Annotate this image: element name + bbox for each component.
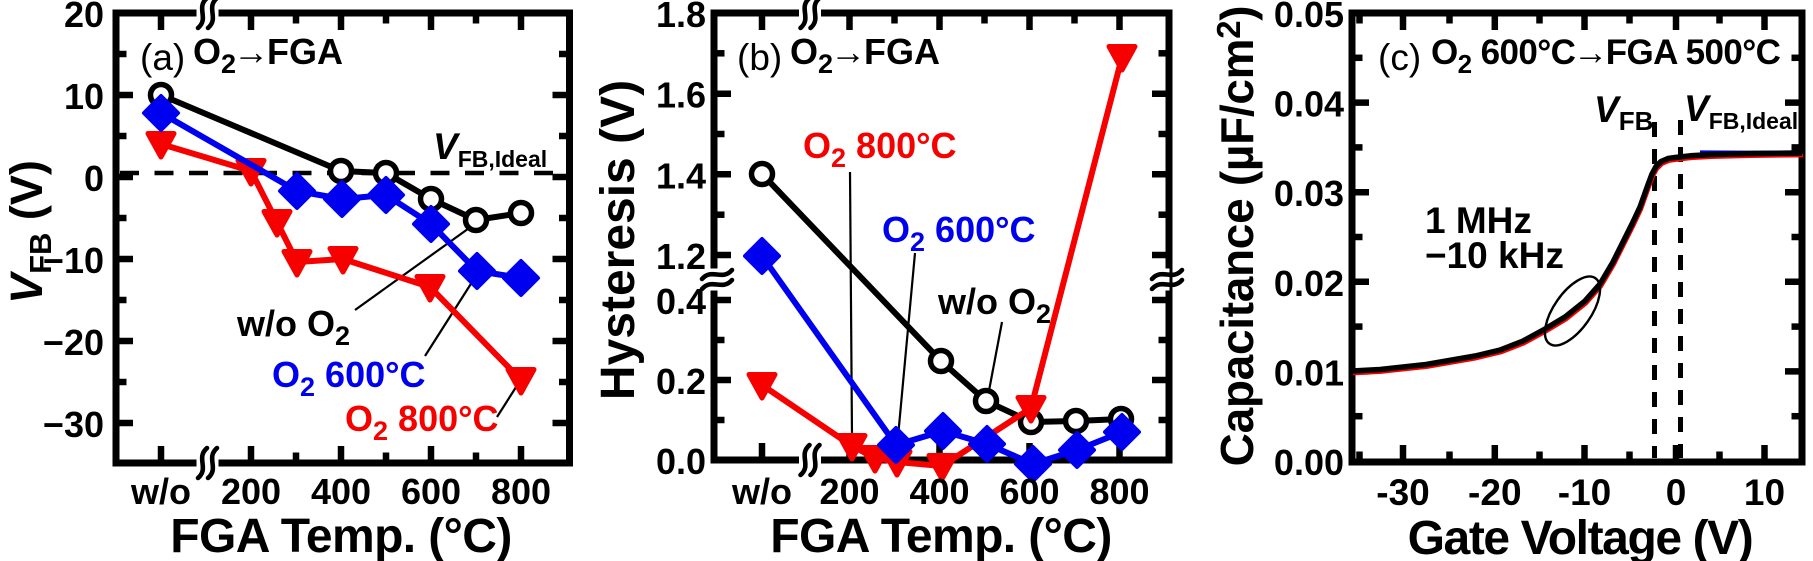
svg-text:Gate Voltage (V): Gate Voltage (V)	[1408, 512, 1753, 561]
svg-text:w/o O2: w/o O2	[937, 281, 1051, 329]
svg-text:800: 800	[491, 471, 551, 512]
svg-text:0.05: 0.05	[1274, 0, 1344, 35]
svg-text:O2 800°C: O2 800°C	[803, 125, 957, 173]
svg-text:O2 600°C: O2 600°C	[272, 354, 426, 402]
svg-text:Hysteresis (V): Hysteresis (V)	[592, 80, 645, 400]
svg-text:(a): (a)	[140, 37, 185, 78]
svg-text:O2 800°C: O2 800°C	[345, 398, 499, 446]
svg-text:−20: −20	[43, 322, 104, 363]
svg-text:600: 600	[999, 471, 1059, 512]
svg-text:1.8: 1.8	[656, 0, 706, 35]
svg-text:10: 10	[1744, 472, 1785, 513]
svg-text:O2→FGA: O2→FGA	[193, 31, 343, 79]
svg-text:600: 600	[401, 471, 461, 512]
svg-text:(b): (b)	[737, 37, 782, 78]
svg-text:400: 400	[311, 471, 371, 512]
svg-text:O2→FGA: O2→FGA	[790, 31, 940, 79]
svg-text:-10: -10	[1558, 472, 1611, 513]
svg-text:O2 600°C→FGA 500°C: O2 600°C→FGA 500°C	[1431, 33, 1781, 79]
svg-text:(c): (c)	[1378, 37, 1421, 78]
svg-text:0: 0	[84, 158, 104, 199]
svg-text:FGA Temp. (°C): FGA Temp. (°C)	[170, 510, 511, 561]
svg-text:−10 kHz: −10 kHz	[1425, 235, 1564, 276]
svg-text:FGA Temp. (°C): FGA Temp. (°C)	[770, 510, 1111, 561]
svg-text:VFB (V): VFB (V)	[1, 160, 58, 304]
svg-text:VFB,Ideal: VFB,Ideal	[1684, 88, 1798, 134]
svg-text:200: 200	[819, 471, 879, 512]
svg-text:-30: -30	[1376, 472, 1429, 513]
svg-text:800: 800	[1089, 471, 1149, 512]
svg-text:400: 400	[909, 471, 969, 512]
svg-text:w/o O2: w/o O2	[236, 303, 350, 351]
svg-text:0.04: 0.04	[1274, 84, 1344, 125]
svg-text:1.2: 1.2	[656, 236, 706, 277]
svg-text:0: 0	[1666, 472, 1687, 513]
svg-text:VFB,Ideal: VFB,Ideal	[433, 126, 547, 172]
svg-text:10: 10	[64, 76, 104, 117]
svg-text:0.0: 0.0	[656, 441, 706, 482]
svg-text:O2 600°C: O2 600°C	[882, 209, 1036, 257]
svg-text:0.01: 0.01	[1274, 352, 1344, 393]
svg-text:0.03: 0.03	[1274, 173, 1344, 214]
svg-text:-20: -20	[1468, 472, 1521, 513]
svg-text:−30: −30	[43, 404, 104, 445]
svg-text:1.4: 1.4	[656, 155, 706, 196]
svg-text:0.4: 0.4	[656, 281, 706, 322]
svg-text:Capacitance (µF/cm2): Capacitance (µF/cm2)	[1210, 6, 1263, 467]
svg-text:1 MHz: 1 MHz	[1425, 200, 1532, 241]
svg-text:0.00: 0.00	[1274, 442, 1344, 483]
svg-text:20: 20	[64, 0, 104, 35]
svg-text:w/o: w/o	[130, 471, 191, 512]
svg-text:1.6: 1.6	[656, 75, 706, 116]
svg-text:−10: −10	[43, 240, 104, 281]
svg-text:200: 200	[221, 471, 281, 512]
svg-text:w/o: w/o	[731, 471, 792, 512]
svg-text:VFB: VFB	[1594, 89, 1653, 136]
svg-text:0.2: 0.2	[656, 361, 706, 402]
svg-text:0.02: 0.02	[1274, 263, 1344, 304]
